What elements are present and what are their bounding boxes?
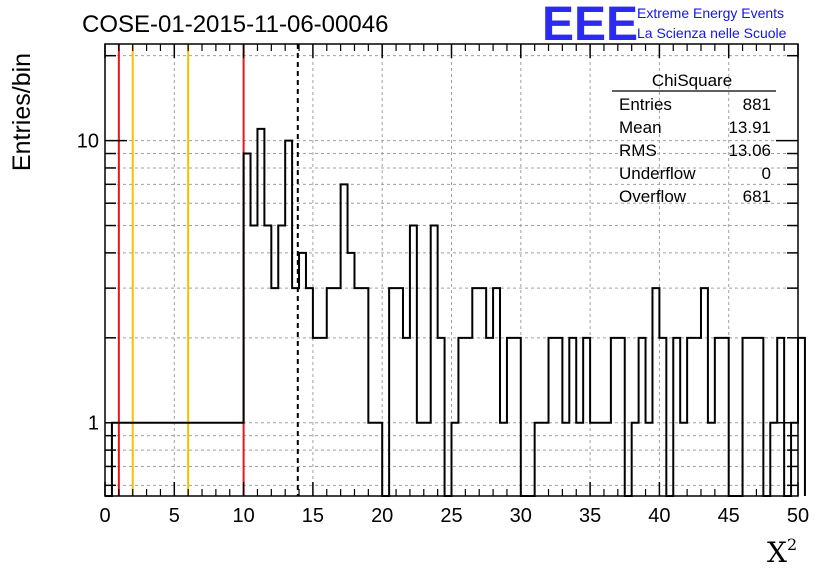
x-tick-label: 20 (371, 505, 393, 527)
stats-title: ChiSquare (652, 71, 732, 90)
histogram-bin (264, 226, 271, 496)
x-tick-label: 35 (579, 505, 601, 527)
x-tick-label: 40 (648, 505, 670, 527)
histogram-bin (251, 226, 258, 496)
y-axis-label: Entries/bin (8, 53, 36, 171)
histogram-bin (722, 338, 729, 496)
histogram-bin (583, 338, 590, 496)
histogram-bin (431, 226, 438, 496)
histogram-bin (306, 288, 313, 496)
x-tick-label: 10 (232, 505, 254, 527)
chart-title: COSE-01-2015-11-06-00046 (82, 11, 388, 38)
histogram-bin (348, 253, 355, 496)
histogram-bin (673, 338, 680, 496)
x-tick-label: 5 (169, 505, 180, 527)
grid-lines (105, 44, 798, 496)
histogram-bin (271, 288, 278, 496)
histogram-bin (472, 288, 479, 496)
stats-box: ChiSquare Entries 881 Mean 13.91 RMS 13.… (612, 71, 776, 206)
stats-label-rms: RMS (619, 141, 657, 160)
histogram-series (105, 127, 806, 497)
histogram-bin (479, 288, 486, 496)
histogram-bin (749, 338, 756, 496)
histogram-bin (244, 154, 251, 496)
logo-mark: EEE (542, 0, 638, 51)
histogram-bin (389, 288, 396, 496)
x-axis-label-main: X (767, 536, 787, 569)
histogram-bin (410, 226, 417, 496)
stats-label-entries: Entries (619, 95, 672, 114)
y-tick-label: 10 (77, 131, 99, 153)
histogram-bin (292, 288, 299, 496)
logo-line-2: La Scienza nelle Scuole (637, 25, 787, 41)
stats-label-mean: Mean (619, 118, 662, 137)
x-axis-label: X2 (767, 535, 797, 569)
x-tick-label: 15 (302, 505, 324, 527)
x-tick-label: 30 (510, 505, 532, 527)
histogram-bin (341, 184, 348, 496)
histogram-bin (299, 253, 306, 496)
histogram-bin (715, 338, 722, 496)
histogram-bin (403, 338, 410, 496)
histogram-bin (611, 338, 618, 496)
stats-label-overflow: Overflow (619, 187, 687, 206)
histogram-bin (701, 288, 708, 496)
histogram-bin (639, 338, 646, 496)
histogram-bin (354, 288, 361, 496)
logo-line-1: Extreme Energy Events (637, 5, 784, 21)
histogram-bin (334, 288, 341, 496)
histogram-bin (555, 338, 562, 496)
x-axis-label-sup: 2 (787, 535, 797, 554)
histogram-bin (458, 338, 465, 496)
histogram-bin (361, 288, 368, 496)
stats-value-overflow: 681 (743, 187, 771, 206)
histogram-bin (659, 338, 666, 496)
x-tick-label: 50 (787, 505, 809, 527)
histogram-bin (396, 288, 403, 496)
eee-logo: EEE Extreme Energy Events La Scienza nel… (542, 0, 787, 51)
histogram-bin (798, 338, 805, 496)
histogram-bin (569, 338, 576, 496)
x-tick-label: 45 (718, 505, 740, 527)
stats-value-mean: 13.91 (728, 118, 771, 137)
stats-value-underflow: 0 (762, 164, 771, 183)
histogram-bin (438, 338, 445, 496)
stats-label-underflow: Underflow (619, 164, 696, 183)
y-tick-label: 1 (88, 413, 99, 435)
histogram-bin (777, 338, 784, 496)
histogram-bin (652, 288, 659, 496)
histogram-bin (756, 338, 763, 496)
histogram-bin (694, 338, 701, 496)
histogram-bin (514, 338, 521, 496)
histogram-bin (549, 338, 556, 496)
plot-frame (104, 43, 799, 497)
histogram-bin (465, 338, 472, 496)
histogram-bin (327, 288, 334, 496)
stats-value-rms: 13.06 (728, 141, 771, 160)
histogram-bin (493, 288, 500, 496)
histogram-bin (313, 338, 320, 496)
axis-ticks: 0 5 10 15 20 25 30 35 40 45 50 1 10 (77, 44, 809, 527)
histogram-bin (618, 338, 625, 496)
histogram-bin (320, 338, 327, 496)
histogram-bin (285, 141, 292, 496)
histogram-bin (743, 338, 750, 496)
x-tick-label: 25 (440, 505, 462, 527)
histogram-bin (687, 338, 694, 496)
stats-value-entries: 881 (743, 95, 771, 114)
histogram-bin (486, 338, 493, 496)
histogram-bin (278, 226, 285, 496)
x-tick-label: 0 (99, 505, 110, 527)
histogram-bin (507, 338, 514, 496)
